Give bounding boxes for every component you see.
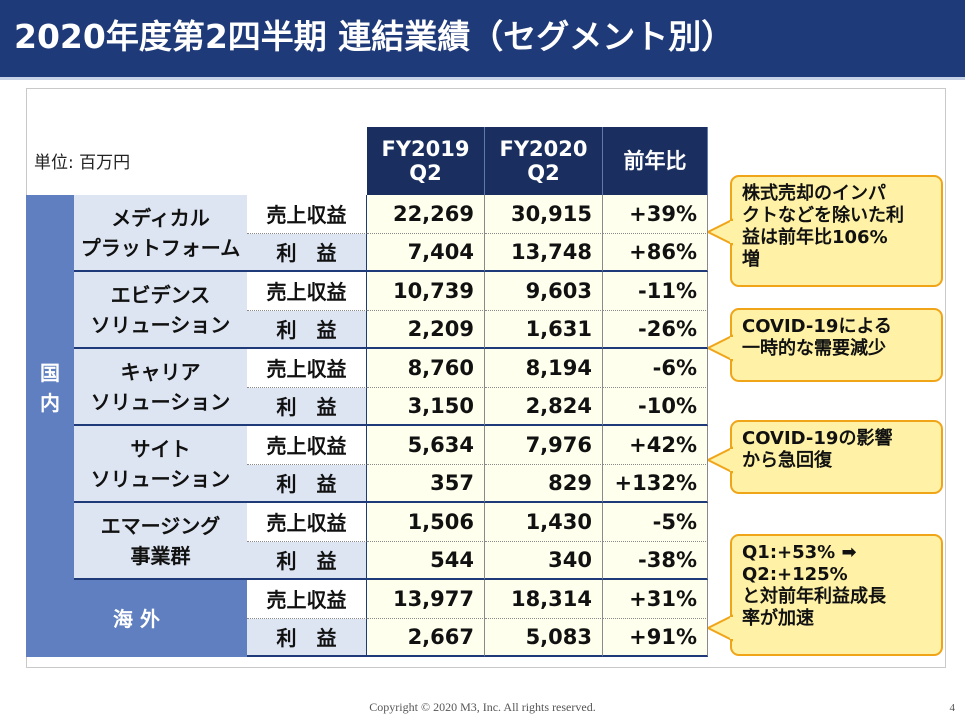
table-value: 22,269 bbox=[367, 195, 485, 234]
column-header: FY2020 Q2 bbox=[485, 127, 603, 195]
metric-profit-label: 利 益 bbox=[247, 310, 367, 349]
callout-text: COVID-19の影響 から急回復 bbox=[742, 428, 893, 471]
callout-text: COVID-19による 一時的な需要減少 bbox=[742, 316, 892, 359]
yoy-value: -26% bbox=[603, 310, 708, 349]
title-bar: 2020年度第2四半期 連結業績（セグメント別） bbox=[0, 0, 965, 80]
yoy-value: -11% bbox=[603, 272, 708, 311]
table-value: 357 bbox=[367, 464, 485, 503]
yoy-value: -38% bbox=[603, 541, 708, 580]
table-value: 8,760 bbox=[367, 349, 485, 388]
metric-profit-label: 利 益 bbox=[247, 541, 367, 580]
callout-pointer-icon bbox=[708, 334, 738, 362]
callout-pointer-icon bbox=[708, 446, 738, 474]
group-domestic: 国内 bbox=[26, 195, 74, 580]
table-value: 18,314 bbox=[485, 580, 603, 619]
yoy-value: +31% bbox=[603, 580, 708, 619]
table-value: 2,824 bbox=[485, 387, 603, 426]
table-value: 340 bbox=[485, 541, 603, 580]
group-overseas: 海 外 bbox=[26, 580, 247, 657]
table-value: 13,748 bbox=[485, 233, 603, 272]
column-header-line1: FY2019 bbox=[381, 137, 470, 161]
callout-text: 株式売却のインパ クトなどを除いた利 益は前年比106% 増 bbox=[742, 183, 904, 270]
metric-revenue-label: 売上収益 bbox=[247, 503, 367, 542]
column-header-line1: FY2020 bbox=[499, 137, 588, 161]
yoy-value: +91% bbox=[603, 618, 708, 657]
metric-revenue-label: 売上収益 bbox=[247, 426, 367, 465]
metric-profit-label: 利 益 bbox=[247, 387, 367, 426]
column-header: 前年比 bbox=[603, 127, 708, 195]
note-callout: COVID-19の影響 から急回復 bbox=[730, 420, 943, 494]
yoy-value: +42% bbox=[603, 426, 708, 465]
callout-text: Q1:+53% ➡ Q2:+125% と対前年利益成長 率が加速 bbox=[742, 542, 886, 629]
unit-label: 単位: 百万円 bbox=[34, 153, 131, 173]
metric-profit-label: 利 益 bbox=[247, 233, 367, 272]
table-value: 5,083 bbox=[485, 618, 603, 657]
metric-revenue-label: 売上収益 bbox=[247, 349, 367, 388]
metric-profit-label: 利 益 bbox=[247, 464, 367, 503]
table-value: 5,634 bbox=[367, 426, 485, 465]
table-value: 1,631 bbox=[485, 310, 603, 349]
table-value: 2,209 bbox=[367, 310, 485, 349]
yoy-value: -5% bbox=[603, 503, 708, 542]
table-value: 30,915 bbox=[485, 195, 603, 234]
table-value: 544 bbox=[367, 541, 485, 580]
segment-name: エビデンス ソリューション bbox=[74, 272, 247, 349]
table-value: 7,404 bbox=[367, 233, 485, 272]
table-value: 1,506 bbox=[367, 503, 485, 542]
table-value: 7,976 bbox=[485, 426, 603, 465]
metric-revenue-label: 売上収益 bbox=[247, 580, 367, 619]
callout-pointer-icon bbox=[708, 614, 738, 642]
page-title: 2020年度第2四半期 連結業績（セグメント別） bbox=[14, 17, 735, 56]
table-value: 1,430 bbox=[485, 503, 603, 542]
metric-revenue-label: 売上収益 bbox=[247, 272, 367, 311]
column-header-line2: Q2 bbox=[527, 161, 560, 185]
table-value: 9,603 bbox=[485, 272, 603, 311]
column-header-line2: Q2 bbox=[409, 161, 442, 185]
metric-revenue-label: 売上収益 bbox=[247, 195, 367, 234]
note-callout: Q1:+53% ➡ Q2:+125% と対前年利益成長 率が加速 bbox=[730, 534, 943, 656]
table-value: 3,150 bbox=[367, 387, 485, 426]
yoy-value: +39% bbox=[603, 195, 708, 234]
copyright-footer: Copyright © 2020 M3, Inc. All rights res… bbox=[369, 700, 596, 714]
yoy-value: +86% bbox=[603, 233, 708, 272]
yoy-value: -10% bbox=[603, 387, 708, 426]
segment-name: サイト ソリューション bbox=[74, 426, 247, 503]
page-number: 4 bbox=[949, 702, 956, 714]
note-callout: 株式売却のインパ クトなどを除いた利 益は前年比106% 増 bbox=[730, 175, 943, 287]
table-value: 2,667 bbox=[367, 618, 485, 657]
column-header-line1: 前年比 bbox=[623, 149, 687, 173]
segment-name: キャリア ソリューション bbox=[74, 349, 247, 426]
note-callout: COVID-19による 一時的な需要減少 bbox=[730, 308, 943, 382]
yoy-value: -6% bbox=[603, 349, 708, 388]
table-value: 10,739 bbox=[367, 272, 485, 311]
table-value: 8,194 bbox=[485, 349, 603, 388]
table-value: 829 bbox=[485, 464, 603, 503]
column-header: FY2019 Q2 bbox=[367, 127, 485, 195]
callout-pointer-icon bbox=[708, 218, 738, 246]
yoy-value: +132% bbox=[603, 464, 708, 503]
metric-profit-label: 利 益 bbox=[247, 618, 367, 657]
table-value: 13,977 bbox=[367, 580, 485, 619]
segment-name: メディカル プラットフォーム bbox=[74, 195, 247, 272]
segment-name: エマージング 事業群 bbox=[74, 503, 247, 580]
